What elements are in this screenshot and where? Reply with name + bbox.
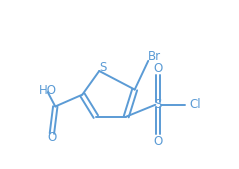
- Text: Br: Br: [147, 50, 161, 63]
- Text: O: O: [154, 62, 163, 75]
- Text: HO: HO: [39, 84, 57, 97]
- Text: O: O: [48, 131, 57, 144]
- Text: Cl: Cl: [190, 98, 201, 111]
- Text: S: S: [155, 98, 162, 111]
- Text: O: O: [154, 135, 163, 148]
- Text: S: S: [99, 61, 106, 74]
